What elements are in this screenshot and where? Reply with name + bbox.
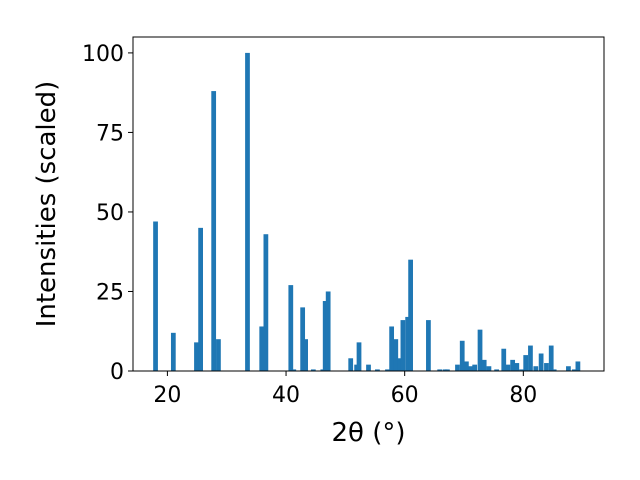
- x-tick-label: 40: [272, 383, 300, 408]
- bar: [348, 358, 354, 371]
- bar: [523, 355, 529, 371]
- bar: [544, 363, 549, 371]
- bar: [393, 339, 399, 371]
- bar: [548, 345, 554, 371]
- bar: [468, 366, 473, 371]
- bar: [459, 340, 465, 371]
- bar: [437, 369, 443, 371]
- bar: [551, 369, 557, 371]
- bar: [533, 366, 539, 371]
- y-tick-label: 75: [96, 121, 124, 146]
- x-axis-title: 2θ (°): [331, 418, 405, 448]
- bar: [566, 366, 571, 371]
- bar: [501, 348, 507, 371]
- bar: [481, 359, 487, 371]
- bars: [153, 52, 581, 372]
- x-tick-label: 80: [509, 383, 537, 408]
- bar: [389, 326, 395, 371]
- bar: [464, 361, 469, 371]
- bar: [356, 342, 362, 371]
- bar: [366, 364, 371, 371]
- y-tick-label: 25: [96, 280, 124, 305]
- x-tick-label: 20: [153, 383, 181, 408]
- bar: [325, 291, 331, 371]
- bar: [571, 369, 577, 371]
- y-tick-label: 100: [82, 42, 124, 67]
- y-tick-label: 0: [110, 360, 124, 385]
- bar: [170, 332, 176, 371]
- bar: [291, 369, 297, 371]
- bar: [153, 221, 158, 371]
- bar: [445, 369, 450, 371]
- bar: [455, 364, 460, 371]
- y-tick-label: 50: [96, 201, 124, 226]
- bar: [300, 307, 306, 371]
- bar: [538, 353, 544, 371]
- bar: [472, 364, 478, 371]
- bar: [263, 234, 269, 371]
- bar: [211, 91, 217, 371]
- bar: [575, 361, 581, 371]
- y-axis-ticks: 0 25 50 75 100: [82, 42, 133, 385]
- bar: [505, 364, 511, 371]
- bar: [198, 227, 203, 371]
- bar: [354, 364, 360, 371]
- bar: [303, 339, 308, 371]
- bar: [400, 320, 406, 371]
- bar: [477, 329, 483, 371]
- bar: [528, 345, 533, 371]
- bar: [375, 369, 380, 371]
- y-axis-title: Intensities (scaled): [32, 81, 62, 328]
- bar: [514, 363, 520, 371]
- bar: [245, 52, 250, 372]
- bar: [216, 339, 221, 371]
- bar: [397, 358, 403, 371]
- bar: [288, 285, 294, 371]
- x-tick-label: 60: [391, 383, 419, 408]
- bar: [494, 369, 500, 371]
- bar: [405, 316, 411, 371]
- bar: [408, 259, 413, 371]
- bar: [486, 366, 492, 371]
- bar: [426, 320, 431, 371]
- bar: [194, 342, 199, 371]
- plot-frame: [132, 36, 605, 372]
- bar: [259, 326, 265, 371]
- bar: [519, 369, 524, 371]
- bar: [310, 369, 316, 371]
- x-axis-ticks: 20 40 60 80: [153, 371, 537, 408]
- bar: [510, 359, 516, 371]
- bar: [322, 301, 328, 371]
- bar: [385, 369, 390, 371]
